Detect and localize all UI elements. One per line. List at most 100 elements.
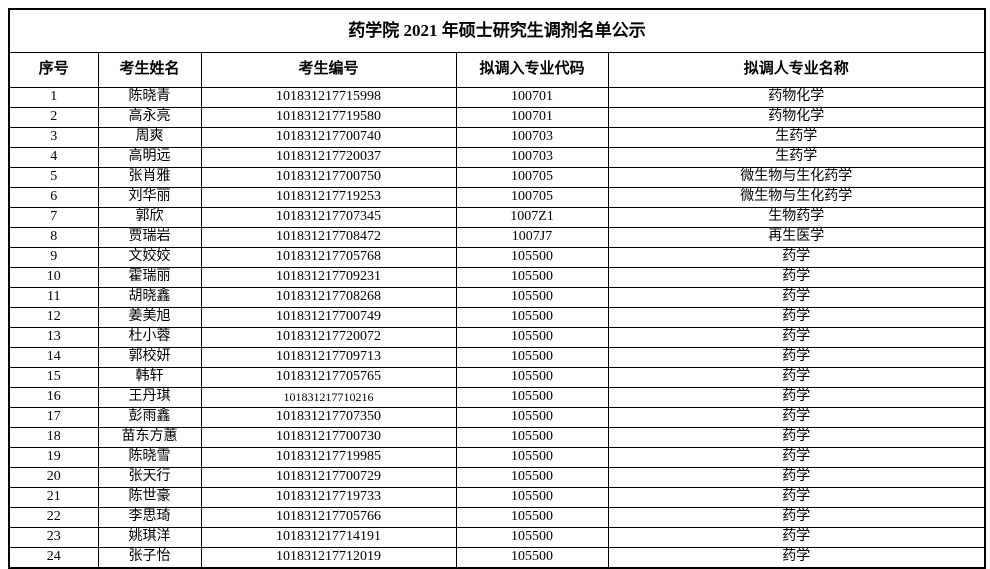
- cell-candidate-number: 101831217712019: [200, 547, 457, 569]
- cell-major-name: 药学: [607, 287, 986, 308]
- cell-candidate-number: 101831217720037: [200, 147, 457, 168]
- cell-major-code: 105500: [455, 327, 609, 348]
- cell-major-code: 105500: [455, 527, 609, 548]
- table-row: 4 高明远 101831217720037 100703 生药学: [8, 147, 986, 168]
- cell-major-name: 药学: [607, 487, 986, 508]
- table-row: 21 陈世豪 101831217719733 105500 药学: [8, 487, 986, 508]
- cell-major-name: 药学: [607, 447, 986, 468]
- cell-major-code: 100703: [455, 127, 609, 148]
- cell-major-name: 药学: [607, 327, 986, 348]
- cell-candidate-name: 刘华丽: [97, 187, 202, 208]
- table-row: 2 高永亮 101831217719580 100701 药物化学: [8, 107, 986, 128]
- cell-major-code: 1007Z1: [455, 207, 609, 228]
- cell-major-code: 105500: [455, 347, 609, 368]
- cell-major-code: 105500: [455, 307, 609, 328]
- cell-major-name: 药学: [607, 367, 986, 388]
- table-row: 17 彭雨鑫 101831217707350 105500 药学: [8, 407, 986, 428]
- cell-candidate-number: 101831217700740: [200, 127, 457, 148]
- cell-candidate-number: 101831217709713: [200, 347, 457, 368]
- cell-major-name: 药学: [607, 427, 986, 448]
- cell-candidate-number: 101831217720072: [200, 327, 457, 348]
- cell-candidate-number: 101831217709231: [200, 267, 457, 288]
- cell-major-code: 105500: [455, 367, 609, 388]
- cell-no: 3: [8, 127, 99, 148]
- cell-major-name: 药学: [607, 467, 986, 488]
- cell-no: 10: [8, 267, 99, 288]
- page-title: 药学院 2021 年硕士研究生调剂名单公示: [8, 8, 986, 53]
- cell-candidate-name: 胡晓鑫: [97, 287, 202, 308]
- cell-major-name: 药学: [607, 407, 986, 428]
- table-body: 1 陈晓青 101831217715998 100701 药物化学 2 高永亮 1018312…: [8, 87, 986, 569]
- table-row: 9 文姣姣 101831217705768 105500 药学: [8, 247, 986, 268]
- cell-candidate-name: 苗东方蕙: [97, 427, 202, 448]
- cell-candidate-number: 101831217708268: [200, 287, 457, 308]
- cell-candidate-name: 郭校妍: [97, 347, 202, 368]
- cell-major-name: 药学: [607, 307, 986, 328]
- table-row: 5 张肖雅 101831217700750 100705 微生物与生化药学: [8, 167, 986, 188]
- cell-major-code: 105500: [455, 407, 609, 428]
- column-header-major-code: 拟调入专业代码: [455, 52, 609, 88]
- cell-candidate-number: 101831217715998: [200, 87, 457, 108]
- cell-candidate-name: 陈世豪: [97, 487, 202, 508]
- cell-candidate-number: 101831217719985: [200, 447, 457, 468]
- cell-candidate-number: 101831217719580: [200, 107, 457, 128]
- table-row: 16 王丹琪 101831217710216 105500 药学: [8, 387, 986, 408]
- cell-candidate-number: 101831217700730: [200, 427, 457, 448]
- cell-no: 14: [8, 347, 99, 368]
- cell-major-code: 105500: [455, 447, 609, 468]
- cell-major-code: 100705: [455, 167, 609, 188]
- cell-major-name: 再生医学: [607, 227, 986, 248]
- cell-candidate-number: 101831217719253: [200, 187, 457, 208]
- cell-no: 16: [8, 387, 99, 408]
- cell-major-code: 105500: [455, 387, 609, 408]
- cell-major-code: 100701: [455, 87, 609, 108]
- cell-major-name: 药物化学: [607, 87, 986, 108]
- cell-candidate-name: 李思琦: [97, 507, 202, 528]
- cell-major-code: 1007J7: [455, 227, 609, 248]
- cell-no: 4: [8, 147, 99, 168]
- column-header-candidate-name: 考生姓名: [97, 52, 202, 88]
- cell-candidate-number: 101831217705766: [200, 507, 457, 528]
- cell-no: 1: [8, 87, 99, 108]
- cell-candidate-number: 101831217708472: [200, 227, 457, 248]
- cell-no: 18: [8, 427, 99, 448]
- cell-no: 7: [8, 207, 99, 228]
- table-row: 10 霍瑞丽 101831217709231 105500 药学: [8, 267, 986, 288]
- cell-no: 20: [8, 467, 99, 488]
- table-row: 12 姜美旭 101831217700749 105500 药学: [8, 307, 986, 328]
- cell-candidate-name: 杜小蓉: [97, 327, 202, 348]
- cell-major-name: 药学: [607, 267, 986, 288]
- table-row: 19 陈晓雪 101831217719985 105500 药学: [8, 447, 986, 468]
- table-row: 23 姚琪洋 101831217714191 105500 药学: [8, 527, 986, 548]
- cell-candidate-number: 101831217719733: [200, 487, 457, 508]
- table-header-row: 序号 考生姓名 考生编号 拟调入专业代码 拟调人专业名称: [8, 52, 986, 88]
- column-header-major-name: 拟调人专业名称: [607, 52, 986, 88]
- table-row: 13 杜小蓉 101831217720072 105500 药学: [8, 327, 986, 348]
- cell-candidate-name: 高永亮: [97, 107, 202, 128]
- table-row: 6 刘华丽 101831217719253 100705 微生物与生化药学: [8, 187, 986, 208]
- cell-candidate-name: 周爽: [97, 127, 202, 148]
- cell-major-code: 100701: [455, 107, 609, 128]
- cell-major-name: 微生物与生化药学: [607, 167, 986, 188]
- cell-candidate-name: 张天行: [97, 467, 202, 488]
- cell-major-name: 药学: [607, 247, 986, 268]
- table-row: 8 贾瑞岩 101831217708472 1007J7 再生医学: [8, 227, 986, 248]
- table-row: 7 郭欣 101831217707345 1007Z1 生物药学: [8, 207, 986, 228]
- cell-major-name: 药学: [607, 547, 986, 569]
- cell-major-name: 生药学: [607, 147, 986, 168]
- cell-no: 24: [8, 547, 99, 569]
- cell-major-code: 105500: [455, 267, 609, 288]
- cell-no: 9: [8, 247, 99, 268]
- cell-candidate-name: 姜美旭: [97, 307, 202, 328]
- cell-major-code: 100705: [455, 187, 609, 208]
- table-row: 14 郭校妍 101831217709713 105500 药学: [8, 347, 986, 368]
- cell-candidate-name: 王丹琪: [97, 387, 202, 408]
- cell-candidate-number: 101831217707345: [200, 207, 457, 228]
- cell-major-name: 药物化学: [607, 107, 986, 128]
- cell-major-name: 生物药学: [607, 207, 986, 228]
- cell-no: 22: [8, 507, 99, 528]
- cell-major-name: 生药学: [607, 127, 986, 148]
- table-row: 22 李思琦 101831217705766 105500 药学: [8, 507, 986, 528]
- column-header-candidate-number: 考生编号: [200, 52, 457, 88]
- cell-no: 13: [8, 327, 99, 348]
